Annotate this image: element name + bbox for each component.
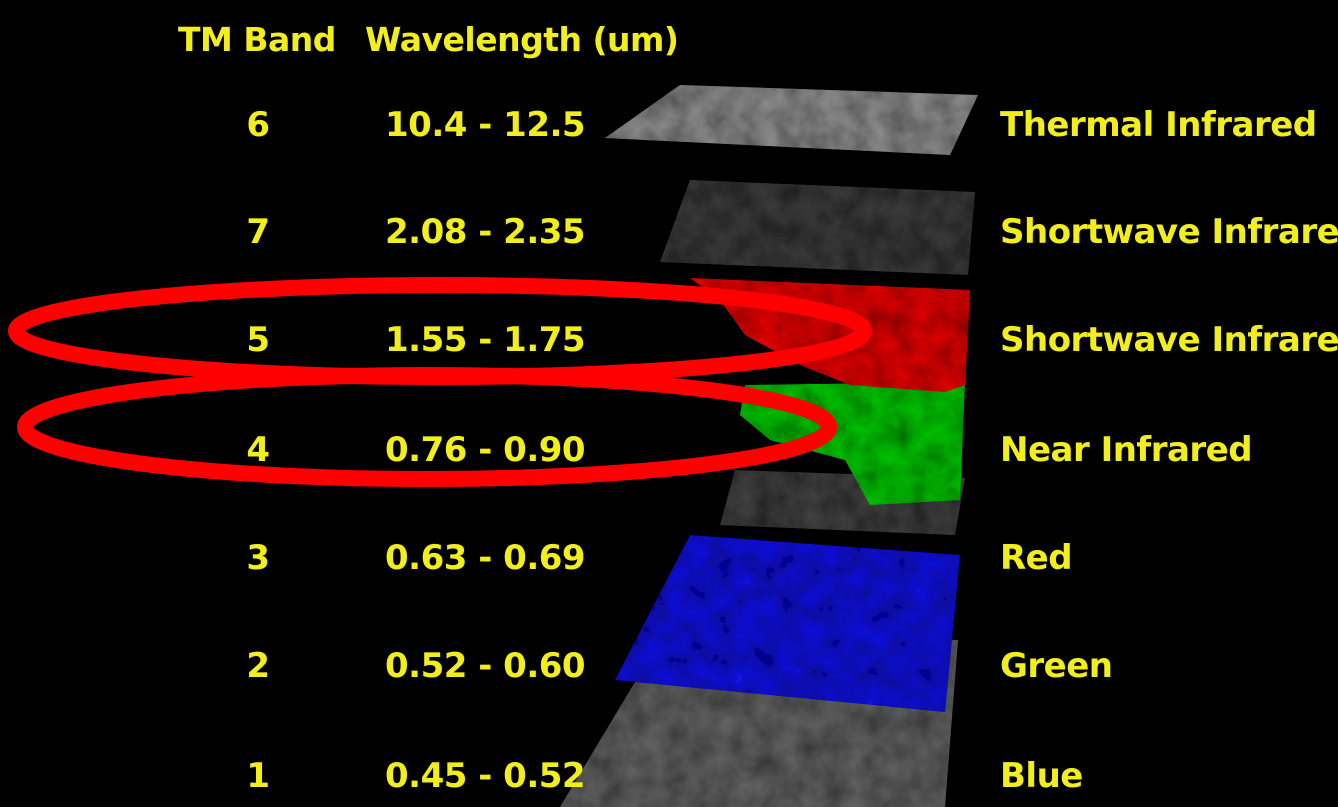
band-number: 3 xyxy=(246,538,270,578)
band-wavelength: 0.76 - 0.90 xyxy=(385,430,586,470)
band-number: 1 xyxy=(246,756,270,796)
band-wavelength: 2.08 - 2.35 xyxy=(385,212,586,252)
band-wavelength: 1.55 - 1.75 xyxy=(385,320,586,360)
layer-band-7 xyxy=(660,180,975,275)
band-wavelength: 0.45 - 0.52 xyxy=(385,756,586,796)
band-number: 7 xyxy=(246,212,270,252)
band-name: Shortwave Infrared xyxy=(1000,320,1338,360)
band-name: Thermal Infrared xyxy=(1000,105,1317,145)
band-name: Near Infrared xyxy=(1000,430,1253,470)
band-wavelength: 0.63 - 0.69 xyxy=(385,538,586,578)
band-name: Shortwave Infrared xyxy=(1000,212,1338,252)
band-number: 2 xyxy=(246,646,270,686)
band-number: 5 xyxy=(246,320,270,360)
band-wavelength: 0.52 - 0.60 xyxy=(385,646,586,686)
highlight-ellipse-band-4 xyxy=(17,367,837,487)
header-wavelength-label: Wavelength (um) xyxy=(365,20,679,59)
header-band-label: TM Band xyxy=(178,20,336,59)
band-name: Green xyxy=(1000,646,1113,686)
band-number: 4 xyxy=(246,430,270,470)
band-name: Red xyxy=(1000,538,1073,578)
band-number: 6 xyxy=(246,105,270,145)
layer-band-2 xyxy=(615,535,960,712)
band-name: Blue xyxy=(1000,756,1083,796)
layer-band-6 xyxy=(605,85,978,155)
band-wavelength: 10.4 - 12.5 xyxy=(385,105,586,145)
